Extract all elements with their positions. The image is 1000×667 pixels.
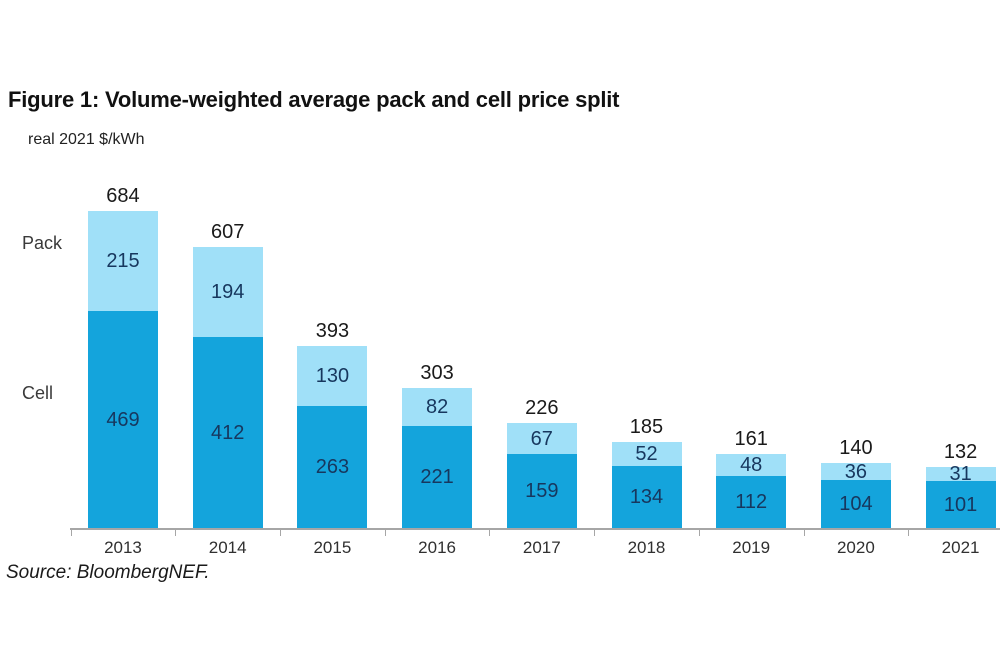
pack-value-label: 52: [635, 443, 658, 465]
total-value-label-2017: 226: [525, 397, 559, 419]
total-value-label-2014: 607: [211, 221, 245, 243]
year-label-2019: 2019: [732, 538, 771, 557]
pack-segment-2013: 215: [88, 211, 158, 311]
pack-axis-label: Pack: [22, 233, 63, 253]
x-axis-line: [70, 528, 1000, 530]
pack-segment-2018: 52: [611, 442, 682, 466]
pack-segment-2016: 82: [402, 388, 473, 426]
cell-value-label: 159: [525, 480, 559, 502]
cell-value-label: 263: [315, 456, 350, 478]
total-value-label-2020: 140: [839, 437, 873, 459]
year-label-2016: 2016: [418, 538, 456, 557]
cell-segment-2018: 134: [611, 466, 682, 528]
cell-segment-2020: 104: [820, 480, 891, 528]
figure-title: Figure 1: Volume-weighted average pack a…: [8, 87, 620, 112]
cell-segment-2015: 263: [297, 406, 368, 528]
cell-segment-2019: 112: [716, 476, 787, 528]
cell-segment-2013: 469: [88, 311, 158, 528]
pack-value-label: 67: [530, 427, 553, 450]
pack-value-label: 215: [106, 250, 140, 272]
year-label-2021: 2021: [941, 538, 980, 557]
total-value-label-2016: 303: [420, 362, 454, 384]
pack-value-label: 48: [740, 454, 763, 476]
cell-axis-label: Cell: [22, 383, 54, 403]
pack-segment-2017: 67: [506, 423, 577, 454]
x-axis-tick: [280, 528, 282, 536]
total-value-label-2013: 684: [106, 185, 140, 207]
year-label-2015: 2015: [313, 538, 352, 557]
year-label-2014: 2014: [208, 538, 247, 557]
pack-segment-2020: 36: [820, 460, 891, 483]
pack-segment-2014: 194: [192, 247, 263, 337]
cell-segment-2017: 159: [506, 454, 577, 528]
pack-value-label: 194: [211, 281, 245, 303]
bar-2014: 412 194: [192, 247, 263, 528]
cell-value-label: 469: [106, 408, 140, 431]
x-axis-tick: [908, 528, 910, 536]
year-label-2020: 2020: [836, 538, 875, 557]
bar-2019: 112 48: [716, 454, 787, 528]
pack-value-label: 31: [949, 463, 972, 485]
year-label-2013: 2013: [104, 538, 142, 557]
year-label-2018: 2018: [627, 538, 666, 557]
x-axis-tick: [698, 528, 700, 536]
cell-value-label: 412: [211, 421, 245, 444]
total-value-label-2021: 132: [943, 441, 978, 463]
bar-2013: 469 215: [88, 211, 158, 528]
pack-value-label: 82: [425, 396, 449, 418]
bar-2020: 104 36: [820, 460, 891, 528]
x-axis-tick: [384, 528, 386, 536]
source-note: Source: BloombergNEF.: [6, 562, 210, 583]
pack-segment-2021: 31: [925, 463, 996, 485]
bar-2018: 134 52: [611, 442, 682, 528]
year-label-2017: 2017: [522, 538, 561, 557]
x-axis-tick: [70, 528, 72, 536]
cell-segment-2021: 101: [925, 481, 996, 528]
cell-value-label: 112: [735, 491, 768, 513]
pack-value-label: 36: [844, 460, 868, 483]
bar-2017: 159 67: [506, 423, 577, 528]
x-axis-tick: [594, 528, 596, 536]
cell-value-label: 104: [839, 493, 873, 515]
cell-value-label: 101: [943, 493, 978, 516]
pack-segment-2019: 48: [716, 454, 787, 476]
bar-2016: 221 82: [402, 388, 473, 528]
cell-segment-2014: 412: [192, 337, 263, 528]
cell-value-label: 134: [629, 486, 664, 508]
pack-segment-2015: 130: [297, 346, 368, 406]
total-value-label-2019: 161: [734, 428, 768, 450]
total-value-label-2015: 393: [315, 320, 350, 342]
cell-value-label: 221: [420, 466, 454, 488]
unit-label: real 2021 $/kWh: [28, 131, 145, 148]
x-axis-tick: [175, 528, 177, 536]
pack-value-label: 130: [315, 365, 350, 387]
bar-2021: 101 31: [925, 463, 996, 528]
bar-2015: 263 130: [297, 346, 368, 528]
cell-segment-2016: 221: [402, 426, 473, 528]
total-value-label-2018: 185: [629, 416, 664, 438]
x-axis-tick: [803, 528, 805, 536]
x-axis-tick: [489, 528, 491, 536]
